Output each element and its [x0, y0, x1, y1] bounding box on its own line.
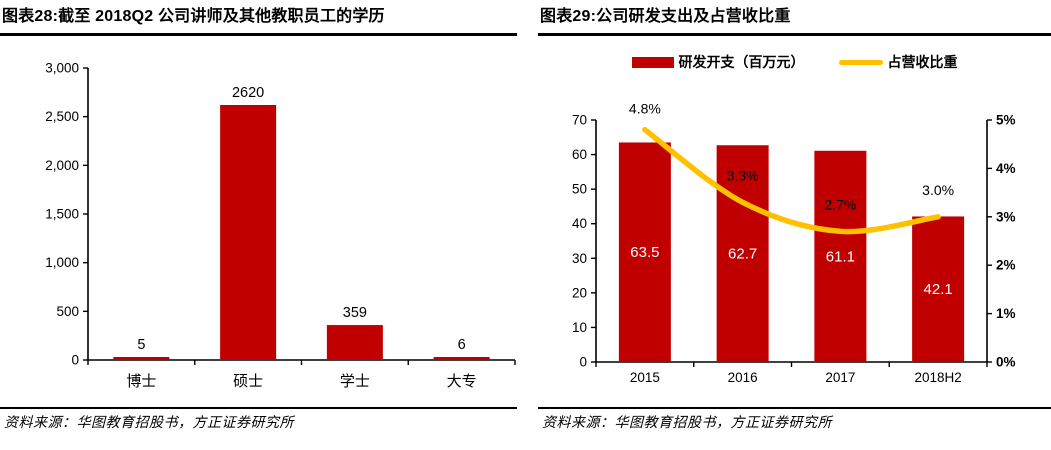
- right-y-axis-tick-label: 0%: [996, 355, 1016, 370]
- right-y-axis-tick-label: 5%: [996, 113, 1016, 128]
- y-axis-tick-label: 3,000: [45, 61, 79, 76]
- right-y-axis-tick-label: 2%: [996, 258, 1016, 273]
- panel-chart29: 图表29:公司研发支出及占营收比重 研发开支（百万元） 占营收比重 0 10 20 3…: [538, 0, 1051, 450]
- bar-swatch-icon: [631, 56, 674, 68]
- left-y-axis-tick-label: 60: [572, 147, 587, 162]
- percent-label: 4.8%: [629, 101, 661, 117]
- y-axis-tick-label: 0: [71, 353, 79, 368]
- chart29-legend: 研发开支（百万元） 占营收比重: [538, 52, 1051, 72]
- left-y-axis-tick-label: 10: [572, 320, 587, 335]
- y-axis-tick-label: 500: [56, 304, 79, 319]
- legend-item-revenue-share: 占营收比重: [838, 52, 958, 72]
- legend-label-rd-spend: 研发开支（百万元）: [678, 54, 805, 70]
- right-y-axis-tick-label: 3%: [996, 209, 1016, 224]
- x-axis-category-label: 2017: [825, 370, 855, 385]
- bar: [220, 104, 277, 360]
- x-axis-category-label: 学士: [340, 373, 370, 390]
- line-swatch-icon: [838, 59, 883, 65]
- bar: [618, 142, 671, 362]
- chart28-bottom-rule: [0, 407, 517, 409]
- x-axis-category-label: 2016: [728, 370, 758, 385]
- chart28-bar-chart: 0 500 1,000 1,500 2,000 2,500 3,000 5 博士 2620 硕士 35…: [45, 61, 516, 390]
- bar: [912, 216, 965, 362]
- x-axis-category-label: 博士: [126, 373, 156, 390]
- legend-label-revenue-share: 占营收比重: [887, 54, 958, 70]
- chart29-title: 图表29:公司研发支出及占营收比重: [538, 0, 1051, 37]
- bar-value-label: 61.1: [826, 248, 855, 265]
- chart28-title: 图表28:截至 2018Q2 公司讲师及其他教职员工的学历: [0, 0, 517, 37]
- percent-label: 3.0%: [922, 182, 954, 198]
- bar: [716, 145, 769, 362]
- left-y-axis-tick-label: 30: [572, 251, 587, 266]
- panel-chart28: 图表28:截至 2018Q2 公司讲师及其他教职员工的学历 0 500 1,000 1…: [0, 0, 517, 450]
- bar: [814, 150, 867, 362]
- chart28-source: 资料来源：华图教育招股书，方正证券研究所: [4, 416, 294, 431]
- y-axis-tick-label: 2,000: [45, 158, 79, 173]
- left-y-axis-tick-label: 50: [572, 182, 587, 197]
- axis-line: [87, 68, 515, 361]
- left-y-axis-tick-label: 20: [572, 285, 587, 300]
- bar-value-label: 5: [137, 337, 145, 353]
- y-axis-tick-label: 2,500: [45, 109, 79, 124]
- chart29-source: 资料来源：华图教育招股书，方正证券研究所: [542, 416, 832, 431]
- bar: [433, 357, 490, 360]
- bar-value-label: 42.1: [924, 281, 953, 298]
- percent-label: 2.7%: [824, 196, 856, 212]
- x-axis-category-label: 2015: [630, 370, 660, 385]
- bar-value-label: 359: [343, 305, 367, 321]
- left-y-axis-tick-label: 0: [579, 355, 587, 370]
- left-y-axis-tick-label: 70: [572, 113, 587, 128]
- bar-value-label: 2620: [232, 85, 264, 101]
- y-axis-tick-label: 1,500: [45, 207, 79, 222]
- right-y-axis-tick-label: 4%: [996, 161, 1016, 176]
- chart29-bottom-rule: [538, 407, 1051, 409]
- chart29-combo-chart: 0 10 20 30 40 50 60 70 0% 1% 2% 3% 4% 5% 63.5 2015 62.7 2…: [572, 101, 1016, 385]
- bar-value-label: 62.7: [728, 246, 757, 263]
- bar-value-label: 63.5: [630, 244, 659, 261]
- y-axis-tick-label: 1,000: [45, 255, 79, 270]
- x-axis-category-label: 大专: [447, 373, 477, 390]
- line-path: [642, 126, 941, 235]
- bar: [326, 325, 383, 360]
- percent-label: 3.3%: [727, 167, 759, 183]
- legend-item-rd-spend: 研发开支（百万元）: [631, 52, 805, 72]
- bar: [113, 357, 170, 360]
- left-y-axis-tick-label: 40: [572, 216, 587, 231]
- x-axis-category-label: 硕士: [233, 373, 263, 390]
- x-axis-category-label: 2018H2: [914, 370, 961, 385]
- right-y-axis-tick-label: 1%: [996, 306, 1016, 321]
- bar-value-label: 6: [458, 337, 466, 353]
